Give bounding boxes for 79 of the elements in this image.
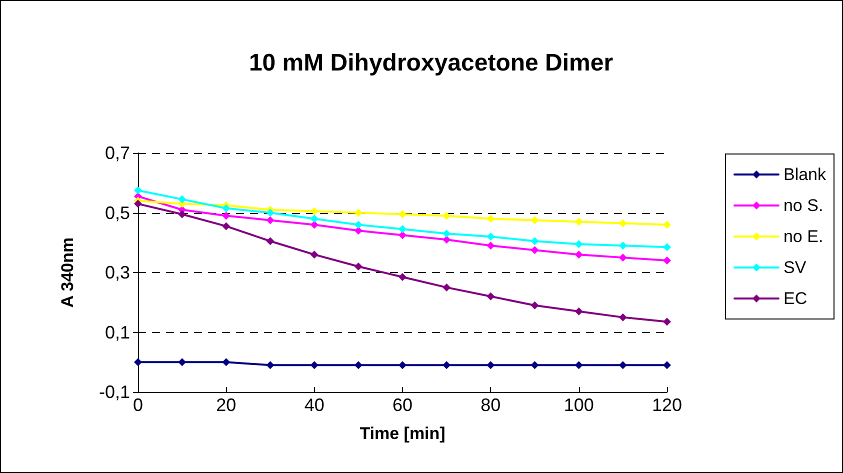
point (398, 231, 406, 240)
legend-label: Blank (783, 165, 826, 184)
legend-label: no S. (783, 196, 824, 215)
legend-label: EC (783, 289, 808, 308)
x-axis-title: Time [min] (360, 424, 446, 443)
point (486, 214, 495, 223)
point (442, 283, 451, 292)
point (574, 240, 583, 248)
point (178, 210, 186, 218)
point (266, 216, 274, 224)
y-axis-title: A 340nm (58, 237, 77, 308)
point (442, 361, 451, 370)
legend-label: no E. (783, 227, 824, 246)
legend-label: SV (783, 258, 807, 277)
point (618, 219, 627, 228)
point (618, 361, 627, 370)
point (398, 361, 406, 370)
x-tick-label: 0 (132, 395, 144, 415)
point (354, 226, 362, 235)
point (486, 242, 495, 250)
x-tick-label: 80 (480, 395, 501, 415)
point (486, 292, 495, 300)
point (663, 256, 671, 265)
point (663, 243, 671, 252)
y-tick-label: 0,3 (104, 262, 130, 282)
point (310, 220, 318, 229)
point (222, 358, 230, 366)
x-tick-label: 100 (564, 395, 594, 415)
point (178, 195, 186, 204)
point (663, 318, 671, 326)
point (442, 236, 451, 244)
x-tick-label: 40 (304, 395, 324, 415)
point (442, 230, 451, 238)
point (618, 242, 627, 250)
point (530, 361, 539, 370)
point (310, 361, 318, 370)
point (618, 313, 627, 322)
chart-title: 10 mM Dihydroxyacetone Dimer (248, 50, 614, 76)
point (486, 232, 495, 241)
point (310, 250, 318, 259)
point (354, 220, 362, 229)
y-tick-label: 0,7 (104, 143, 130, 163)
point (574, 250, 583, 259)
point (266, 361, 274, 370)
point (574, 218, 583, 226)
point (574, 361, 583, 370)
point (530, 301, 539, 310)
point (354, 262, 362, 271)
x-tick-label: 120 (652, 395, 682, 415)
point (530, 216, 539, 224)
y-tick-label: 0,5 (104, 202, 130, 223)
point (354, 361, 362, 370)
point (530, 246, 539, 254)
point (398, 272, 406, 281)
point (134, 200, 142, 208)
point (354, 208, 362, 217)
x-tick-label: 60 (392, 395, 413, 415)
point (618, 254, 627, 262)
point (486, 361, 495, 370)
point (442, 212, 451, 220)
point (663, 361, 671, 370)
y-tick-label: 0,1 (104, 322, 130, 342)
point (398, 225, 406, 234)
point (663, 220, 671, 229)
point (134, 186, 142, 194)
point (310, 214, 318, 223)
point (222, 212, 230, 220)
point (530, 237, 539, 246)
point (266, 237, 274, 246)
point (398, 210, 406, 218)
point (134, 358, 142, 366)
point (266, 208, 274, 217)
point (222, 204, 230, 212)
point (574, 307, 583, 316)
point (222, 222, 230, 230)
x-tick-label: 20 (216, 395, 236, 415)
y-tick-label: -0,1 (98, 382, 130, 402)
point (310, 207, 318, 216)
point (178, 358, 186, 366)
